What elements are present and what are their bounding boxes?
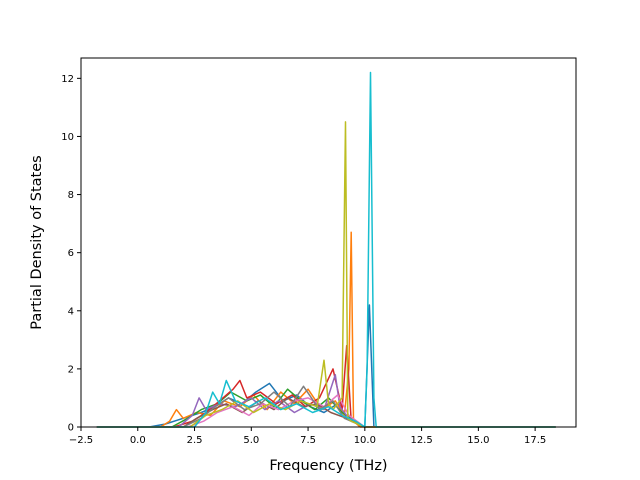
x-tick-label: 15.0 [467, 435, 489, 446]
series-line-2 [96, 231, 556, 428]
plot-lines [96, 71, 556, 428]
y-tick-label: 2 [68, 364, 74, 375]
x-tick-label: 12.5 [410, 435, 432, 446]
x-tick-label: −2.5 [69, 435, 93, 446]
series-line-8 [96, 385, 556, 428]
series-line-1 [96, 304, 556, 428]
y-tick-label: 10 [61, 132, 74, 143]
series-line-6 [96, 397, 556, 428]
series-line-7 [96, 394, 556, 428]
x-axis-ticks: −2.5 0.0 2.5 5.0 7.5 10.0 12.5 15.0 17.5 [69, 427, 546, 446]
y-axis-label: Partial Density of States [29, 155, 45, 329]
series-line-10 [96, 71, 556, 428]
x-axis-label: Frequency (THz) [269, 458, 387, 474]
x-tick-label: 10.0 [354, 435, 376, 446]
y-tick-label: 6 [68, 248, 74, 259]
y-tick-label: 12 [61, 74, 74, 85]
y-tick-label: 8 [68, 190, 74, 201]
x-tick-label: 17.5 [524, 435, 546, 446]
x-tick-label: 5.0 [243, 435, 259, 446]
x-tick-label: 7.5 [300, 435, 316, 446]
y-axis-ticks: 0 2 4 6 8 10 12 [61, 74, 81, 434]
x-tick-label: 2.5 [187, 435, 203, 446]
series-line-9 [96, 121, 556, 428]
y-tick-label: 0 [68, 423, 74, 434]
x-tick-label: 0.0 [130, 435, 146, 446]
y-tick-label: 4 [68, 306, 74, 317]
plot-frame [80, 57, 577, 428]
